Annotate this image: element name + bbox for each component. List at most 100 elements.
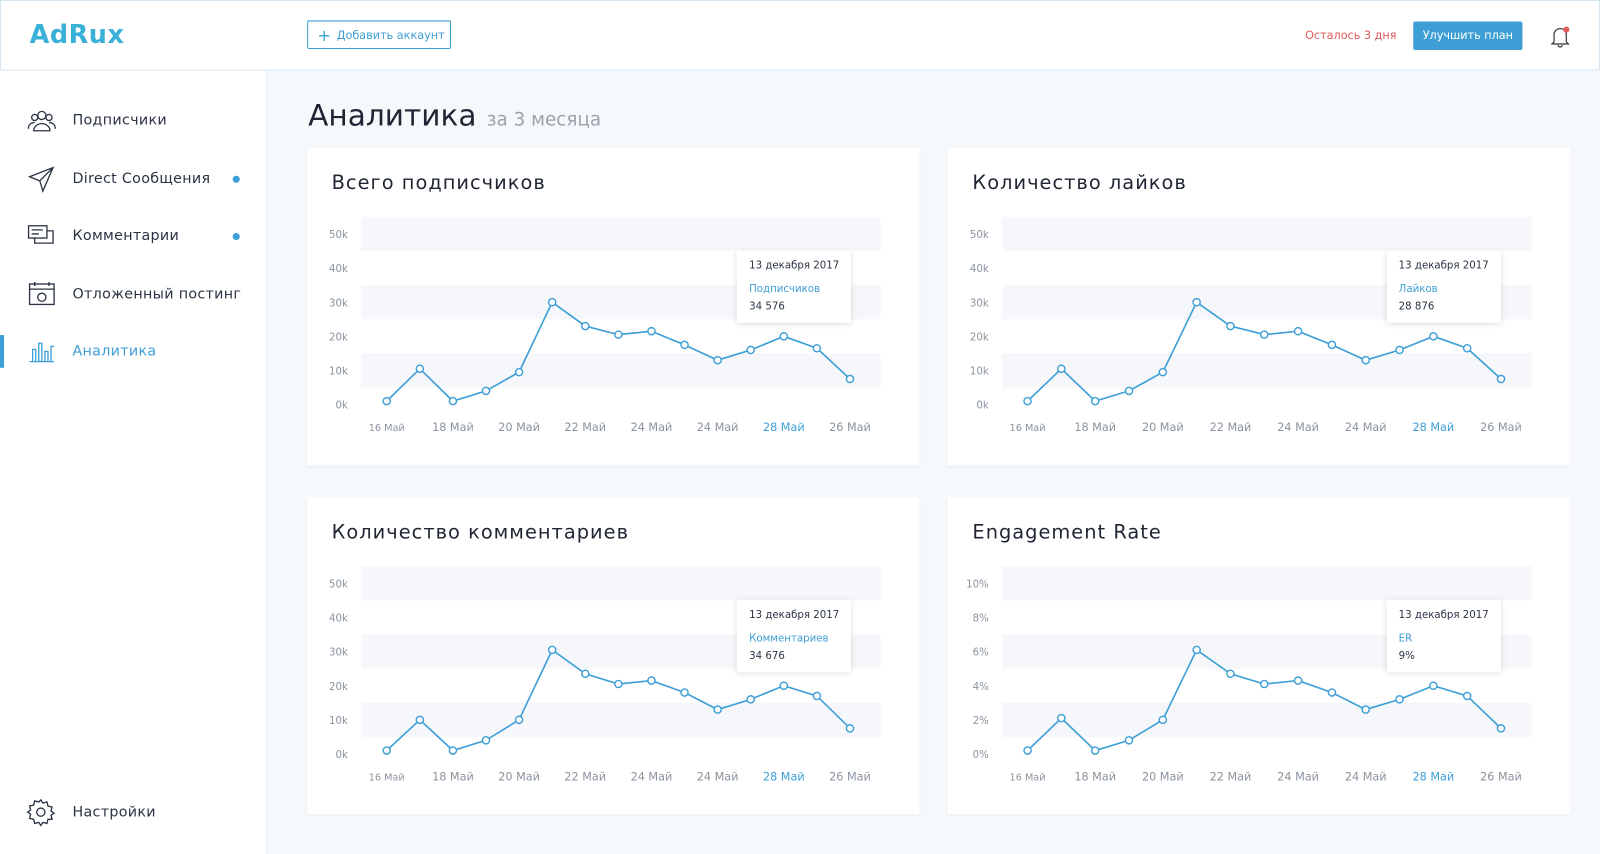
x-tick-label: 28 Май [763, 421, 805, 434]
nav-item[interactable]: Настройки [0, 792, 266, 833]
point [1361, 355, 1371, 365]
point [647, 326, 656, 336]
chart-title: Количество лайков [972, 171, 1186, 194]
point [845, 724, 855, 733]
badge-dot [232, 232, 240, 241]
point [415, 715, 425, 725]
x-tick-label: 24 Май [1277, 770, 1319, 783]
active-indicator [0, 335, 5, 368]
point [1496, 374, 1506, 384]
point [1462, 691, 1472, 701]
y-tick-label: 0k [976, 401, 988, 412]
point [514, 367, 524, 377]
nav-label: Подписчики [72, 112, 167, 129]
point [1327, 340, 1337, 350]
x-tick-label: 20 Май [1142, 421, 1184, 434]
nav-item[interactable]: Отложенный постинг [0, 273, 266, 314]
point [779, 332, 789, 341]
point [1158, 715, 1168, 725]
tooltip-value: 28 876 [1398, 301, 1435, 313]
grid-band [1002, 353, 1532, 388]
point [1395, 345, 1404, 355]
chart-card: Engagement Rate 0% 2% 4% 6% 8% 10% 16 Май 18 Май… [947, 497, 1571, 815]
tooltip-date: 13 декабря 2017 [1398, 609, 1489, 622]
nav-item[interactable]: Direct Сообщения [0, 158, 266, 199]
point [1090, 746, 1100, 755]
chart: Engagement Rate 0% 2% 4% 6% 8% 10% 16 Май 18 Май… [966, 520, 1532, 784]
point [1057, 364, 1066, 374]
y-tick-label: 30k [970, 298, 989, 309]
x-tick-label: 22 Май [564, 770, 606, 783]
y-tick-label: 20k [329, 332, 348, 343]
chart-card: Количество лайков 0k 10k 20k 30k 40k 50k 16 Май… [947, 148, 1571, 466]
bell-icon[interactable] [1548, 23, 1572, 50]
point [415, 364, 425, 374]
y-tick-label: 0k [336, 401, 348, 412]
chart-title: Всего подписчиков [332, 171, 546, 194]
badge-dot [232, 175, 240, 183]
tooltip-date: 13 декабря 2017 [749, 609, 840, 622]
tooltip-series: Лайков [1398, 284, 1438, 296]
point [1057, 713, 1066, 723]
point [1429, 681, 1438, 690]
nav-icon [29, 342, 55, 363]
x-tick-label: 24 Май [631, 770, 673, 783]
point [448, 746, 458, 755]
nav-label: Настройки [72, 803, 156, 821]
grid-band [1002, 216, 1532, 252]
point [812, 691, 822, 701]
nav-icon [27, 165, 55, 193]
tooltip-series: Комментариев [749, 633, 829, 645]
point [382, 746, 392, 755]
x-tick-label: 20 Май [498, 770, 540, 783]
point [1192, 297, 1201, 307]
x-tick-label: 28 Май [763, 770, 805, 783]
point [1090, 396, 1100, 406]
point [812, 343, 822, 353]
point [514, 715, 524, 725]
x-tick-label: 22 Май [1210, 421, 1252, 434]
x-tick-label: 24 Май [1277, 421, 1319, 434]
chart: Количество комментариев 0k 10k 20k 30k 40k 50k… [329, 520, 881, 784]
x-tick-label: 16 Май [1010, 772, 1046, 783]
point [547, 645, 557, 655]
x-tick-label: 26 Май [829, 770, 871, 783]
y-tick-label: 6% [973, 648, 989, 659]
x-tick-label: 22 Май [564, 421, 606, 434]
nav-item[interactable]: Комментарии [0, 216, 266, 257]
point [1327, 688, 1337, 697]
y-tick-label: 0% [973, 750, 989, 761]
y-tick-label: 50k [970, 230, 989, 241]
y-tick-label: 10k [329, 367, 348, 378]
point [614, 679, 623, 689]
nav-item[interactable]: Аналитика [0, 331, 266, 372]
point [448, 396, 458, 406]
point [580, 321, 590, 331]
point [1429, 332, 1438, 341]
x-tick-label: 20 Май [1142, 770, 1184, 783]
y-tick-label: 20k [970, 332, 989, 343]
nav-item[interactable]: Подписчики [0, 100, 266, 141]
point [1462, 343, 1472, 353]
y-tick-label: 4% [973, 682, 989, 693]
point [1293, 326, 1303, 336]
point [382, 396, 392, 406]
tooltip: 13 декабря 2017 ER 9% [1386, 599, 1502, 673]
x-tick-label: 16 Май [1010, 423, 1046, 434]
add-account-button[interactable]: + Добавить аккаунт [307, 20, 452, 50]
tooltip-value: 34 676 [749, 650, 785, 662]
x-tick-label: 24 Май [631, 421, 673, 434]
x-tick-label: 28 Май [1413, 770, 1455, 783]
page-title: Аналитика [308, 98, 477, 133]
upgrade-button[interactable]: Улучшить план [1413, 21, 1523, 51]
x-tick-label: 16 Май [369, 772, 405, 783]
nav-label: Аналитика [72, 343, 157, 360]
chart-title: Engagement Rate [972, 520, 1161, 543]
point [680, 340, 689, 350]
point [580, 669, 590, 679]
x-tick-label: 26 Май [1480, 770, 1522, 783]
logo[interactable]: AdRux [29, 19, 125, 50]
y-tick-label: 10k [329, 716, 348, 727]
point [481, 736, 491, 745]
